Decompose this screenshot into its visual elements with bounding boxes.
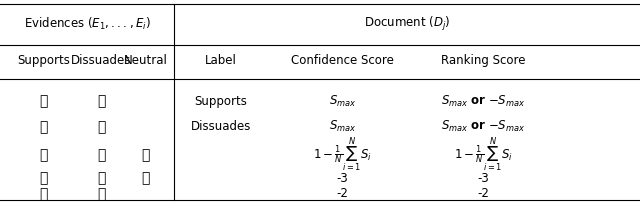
Text: ✗: ✗ (97, 148, 106, 161)
Text: Supports: Supports (17, 54, 70, 67)
Text: Document ($D_j$): Document ($D_j$) (364, 15, 451, 33)
Text: $S_{max}$ $\mathbf{or}$ $\mathit{-S_{max}}$: $S_{max}$ $\mathbf{or}$ $\mathit{-S_{max… (441, 119, 525, 134)
Text: Evidences ($E_1,...,E_i$): Evidences ($E_1,...,E_i$) (24, 16, 150, 32)
Text: -3: -3 (337, 171, 348, 184)
Text: ✗: ✗ (97, 94, 106, 108)
Text: Label: Label (205, 54, 237, 67)
Text: Ranking Score: Ranking Score (441, 54, 525, 67)
Text: Neutral: Neutral (124, 54, 168, 67)
Text: $S_{max}$ $\mathbf{or}$ $\mathit{-S_{max}}$: $S_{max}$ $\mathbf{or}$ $\mathit{-S_{max… (441, 94, 525, 108)
Text: -2: -2 (337, 186, 348, 199)
Text: $S_{max}$: $S_{max}$ (329, 94, 356, 108)
Text: -2: -2 (477, 186, 489, 199)
Text: ✓: ✓ (141, 148, 150, 161)
Text: $1-\frac{1}{N}\sum_{i=1}^{N}S_i$: $1-\frac{1}{N}\sum_{i=1}^{N}S_i$ (313, 136, 372, 174)
Text: ✗: ✗ (39, 148, 48, 161)
Text: ✗: ✗ (39, 171, 48, 185)
Text: ✗: ✗ (97, 171, 106, 185)
Text: -3: -3 (477, 171, 489, 184)
Text: $1-\frac{1}{N}\sum_{i=1}^{N}S_i$: $1-\frac{1}{N}\sum_{i=1}^{N}S_i$ (454, 136, 513, 174)
Text: Dissuades: Dissuades (191, 120, 251, 133)
Text: ✓: ✓ (39, 94, 48, 108)
Text: ✓: ✓ (97, 186, 106, 200)
Text: $S_{max}$: $S_{max}$ (329, 119, 356, 134)
Text: ✗: ✗ (141, 171, 150, 185)
Text: Confidence Score: Confidence Score (291, 54, 394, 67)
Text: ✗: ✗ (39, 119, 48, 133)
Text: Supports: Supports (195, 95, 247, 107)
Text: Dissuades: Dissuades (71, 54, 131, 67)
Text: ✓: ✓ (97, 119, 106, 133)
Text: ✓: ✓ (39, 186, 48, 200)
